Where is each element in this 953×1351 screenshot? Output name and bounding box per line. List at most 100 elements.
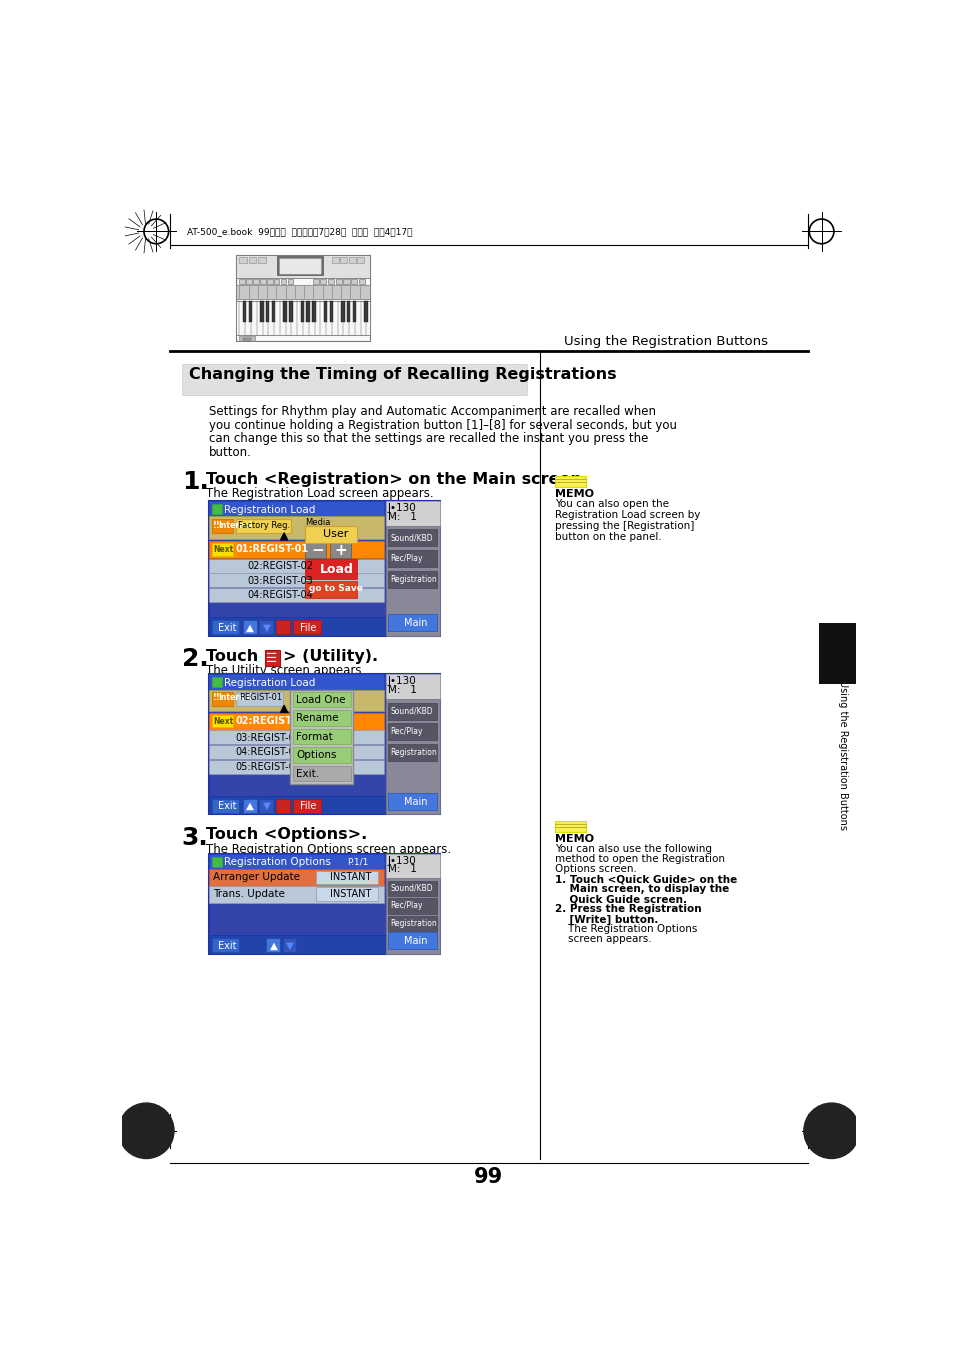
Circle shape — [803, 1102, 859, 1159]
Text: Registration Options: Registration Options — [224, 858, 331, 867]
Text: 1.: 1. — [181, 470, 209, 494]
Bar — [385, 501, 439, 526]
Bar — [209, 731, 384, 744]
Bar — [243, 798, 257, 813]
Text: can change this so that the settings are recalled the instant you press the: can change this so that the settings are… — [209, 432, 647, 446]
Text: Main screen, to display the: Main screen, to display the — [555, 885, 729, 894]
Bar — [340, 257, 347, 263]
Bar — [209, 935, 439, 954]
Bar — [313, 280, 318, 284]
Bar — [332, 257, 338, 263]
Text: Load One: Load One — [296, 694, 346, 705]
Text: Registration Load screen by: Registration Load screen by — [555, 511, 700, 520]
Bar — [212, 543, 233, 555]
Bar — [388, 571, 436, 588]
Text: ▲: ▲ — [246, 623, 254, 632]
Bar — [209, 869, 384, 886]
Text: The Registration Options: The Registration Options — [555, 924, 697, 935]
Bar — [209, 744, 384, 759]
Bar — [819, 623, 856, 684]
Bar — [293, 728, 351, 744]
Bar — [388, 530, 436, 546]
Text: 99: 99 — [474, 1167, 503, 1188]
Text: 01:REGIST-01: 01:REGIST-01 — [235, 544, 309, 554]
Text: User: User — [323, 530, 349, 539]
Bar — [259, 620, 274, 634]
Text: 03:REGIST-03: 03:REGIST-03 — [235, 732, 301, 743]
Bar — [555, 821, 585, 832]
Text: Next: Next — [213, 716, 233, 725]
Text: Main: Main — [404, 797, 427, 807]
Text: Sound/KBD: Sound/KBD — [390, 707, 433, 716]
Text: 1. Touch <Quick Guide> on the: 1. Touch <Quick Guide> on the — [555, 874, 737, 885]
Text: Main: Main — [404, 936, 427, 946]
Bar — [347, 301, 350, 323]
Bar — [209, 540, 384, 558]
Text: Registration Load: Registration Load — [224, 678, 315, 688]
Text: pressing the [Registration]: pressing the [Registration] — [555, 521, 694, 531]
Text: 2. Press the Registration: 2. Press the Registration — [555, 904, 701, 915]
Bar — [316, 870, 377, 884]
Bar — [329, 540, 351, 558]
Text: J•130: J•130 — [388, 857, 416, 866]
Text: 02:REGIST-02: 02:REGIST-02 — [247, 561, 313, 571]
Text: Registration Load: Registration Load — [224, 505, 315, 515]
Text: 04:REGIST-04: 04:REGIST-04 — [247, 590, 313, 600]
Text: Exit: Exit — [217, 940, 236, 951]
Bar — [209, 516, 384, 539]
Bar — [239, 280, 245, 284]
Bar — [388, 703, 436, 720]
Text: Trans. Update: Trans. Update — [213, 889, 285, 898]
Bar — [212, 798, 239, 813]
Bar — [266, 301, 269, 323]
Bar — [209, 713, 384, 730]
Bar — [212, 939, 239, 952]
Bar — [274, 280, 279, 284]
Bar — [328, 280, 334, 284]
Bar — [323, 301, 327, 323]
Text: 3.: 3. — [181, 825, 208, 850]
Text: You can also open the: You can also open the — [555, 500, 668, 509]
Text: Main: Main — [404, 617, 427, 628]
Text: 04:REGIST-04: 04:REGIST-04 — [235, 747, 301, 758]
Bar — [239, 336, 254, 340]
Text: File: File — [299, 801, 315, 811]
Text: method to open the Registration: method to open the Registration — [555, 854, 724, 865]
Bar — [181, 363, 526, 394]
Bar — [351, 280, 356, 284]
Text: Registration: Registration — [390, 748, 436, 757]
Bar — [212, 857, 221, 867]
Text: Rec/Play: Rec/Play — [390, 901, 422, 911]
Text: Settings for Rhythm play and Automatic Accompaniment are recalled when: Settings for Rhythm play and Automatic A… — [209, 405, 655, 417]
Bar — [209, 759, 384, 774]
Bar — [388, 916, 436, 931]
Text: Touch <Options>.: Touch <Options>. — [206, 827, 367, 843]
Bar — [265, 650, 280, 666]
Bar — [249, 257, 256, 263]
Bar — [209, 886, 384, 902]
Text: Changing the Timing of Recalling Registrations: Changing the Timing of Recalling Registr… — [189, 367, 616, 382]
Text: Registration: Registration — [390, 574, 436, 584]
Bar — [235, 692, 283, 705]
Bar — [353, 301, 355, 323]
Text: The Utility screen appears.: The Utility screen appears. — [206, 665, 365, 677]
Bar — [283, 301, 287, 323]
Bar — [293, 766, 351, 781]
Bar — [260, 301, 263, 323]
Text: Using the Registration Buttons: Using the Registration Buttons — [838, 680, 847, 830]
Text: 05:REGIST-05: 05:REGIST-05 — [235, 762, 301, 771]
Text: M:   1: M: 1 — [388, 512, 416, 521]
Text: Internal: Internal — [217, 521, 252, 530]
Text: 03:REGIST-03: 03:REGIST-03 — [247, 576, 313, 585]
Bar — [288, 280, 293, 284]
Bar — [209, 854, 439, 954]
Text: Sound/KBD: Sound/KBD — [390, 884, 433, 893]
Text: go to Save: go to Save — [309, 584, 362, 593]
Bar — [235, 301, 370, 335]
Bar — [243, 338, 251, 340]
Text: you continue holding a Registration button [1]–[8] for several seconds, but you: you continue holding a Registration butt… — [209, 419, 676, 431]
Text: ▼: ▼ — [285, 940, 294, 951]
Text: ▼: ▼ — [262, 801, 271, 811]
Bar — [388, 744, 436, 761]
Bar — [305, 526, 356, 543]
